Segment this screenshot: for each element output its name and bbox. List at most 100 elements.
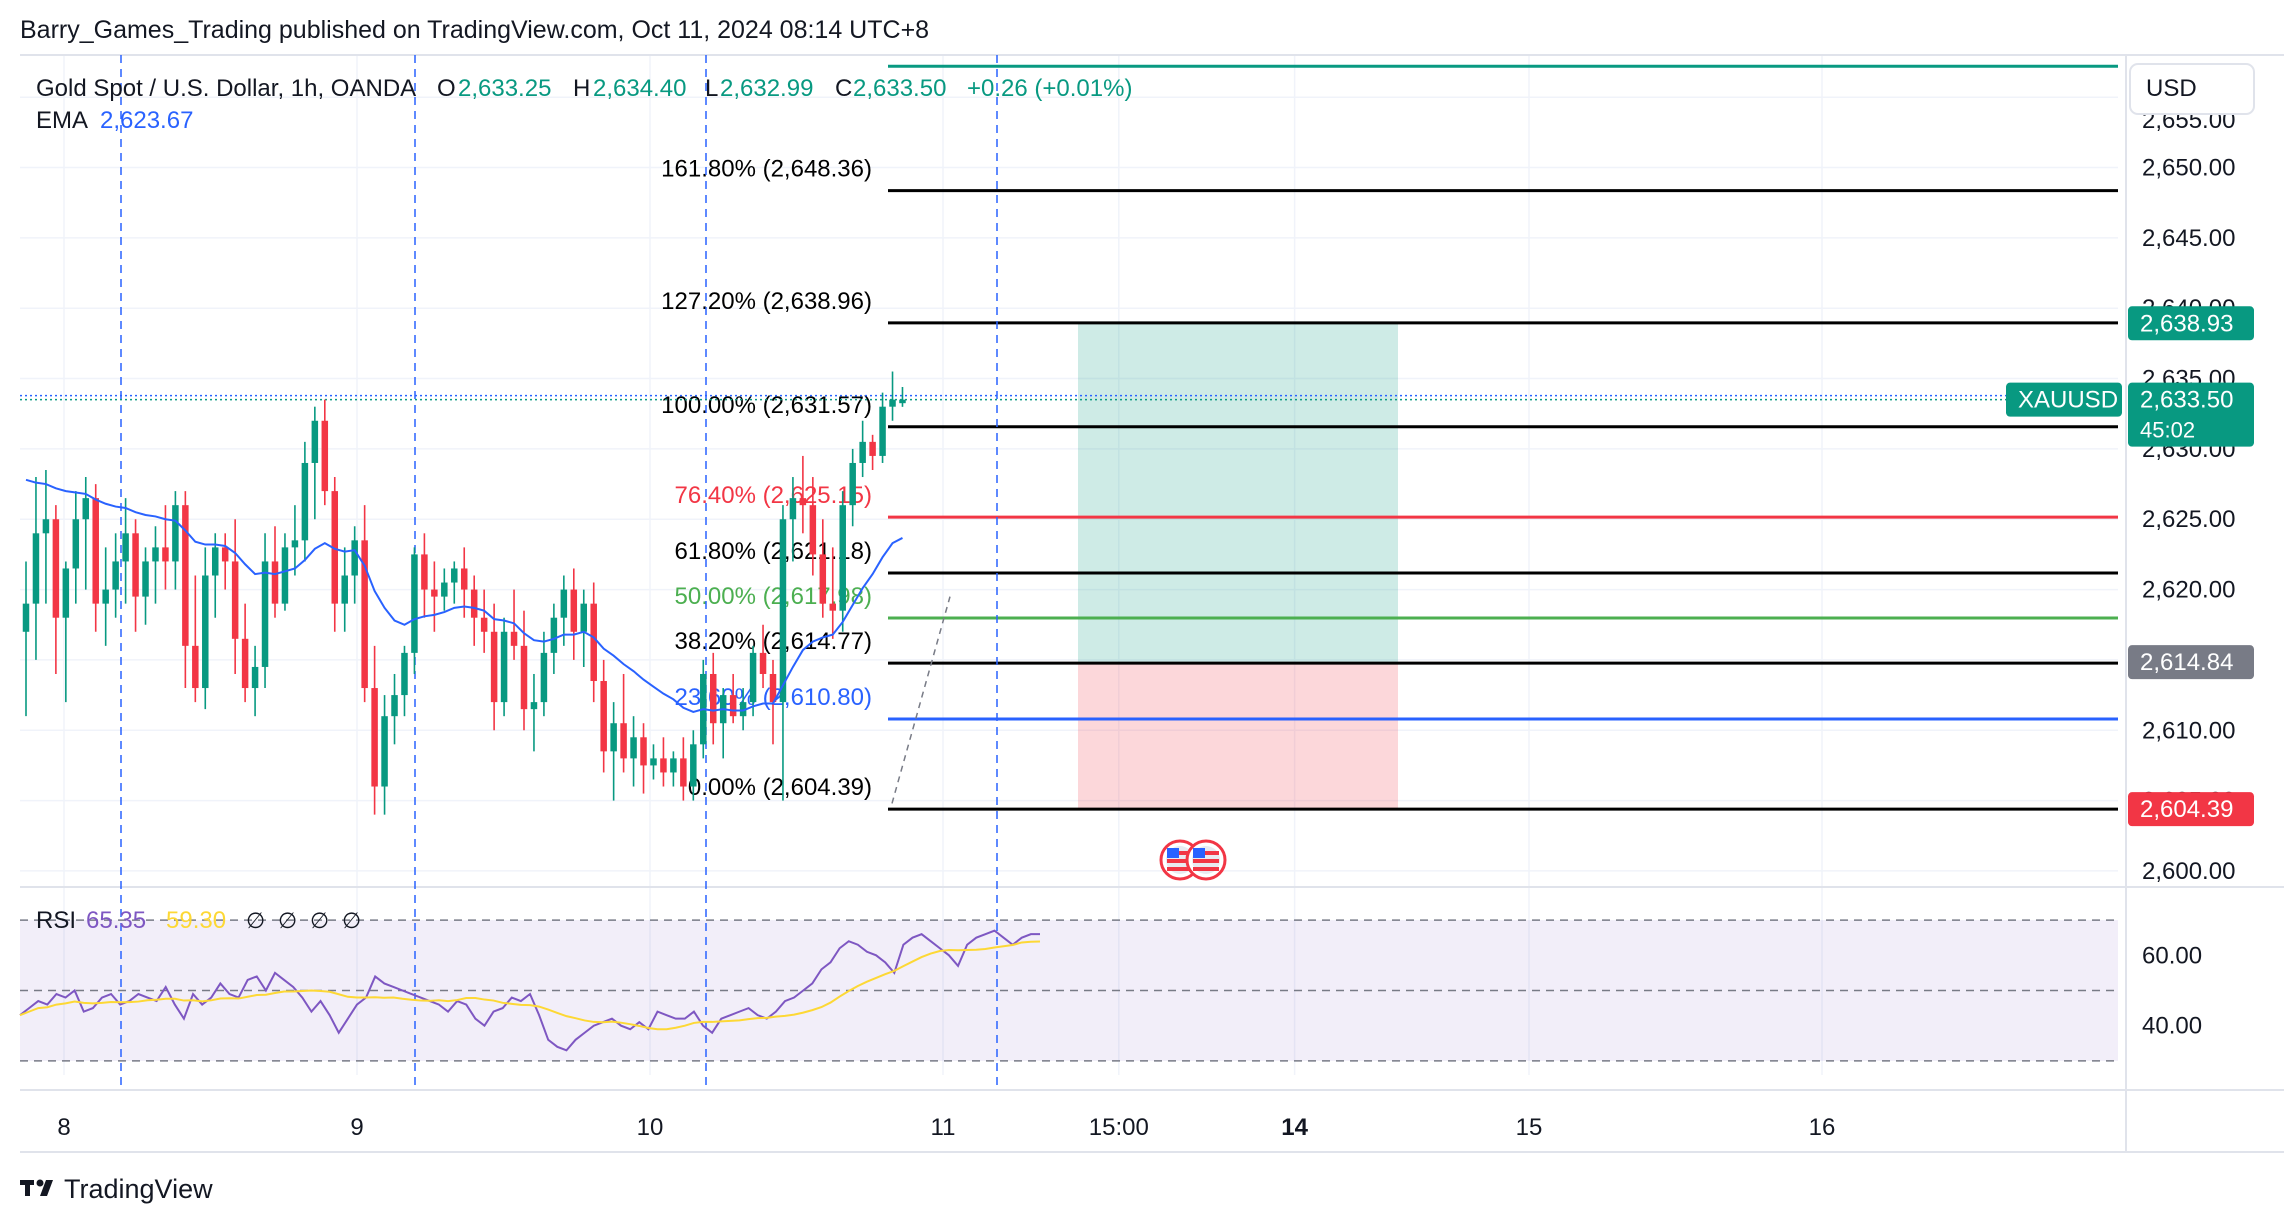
time-tick-label: 10 — [637, 1114, 664, 1141]
candle-body — [321, 420, 329, 492]
candle-body — [779, 519, 787, 703]
stop-price-label[interactable]: 2,604.39 — [2140, 796, 2233, 823]
profit-zone[interactable] — [1078, 323, 1398, 663]
fib-level-label: 127.20% (2,638.96) — [661, 288, 872, 315]
fib-level-label: 50.00% (2,617.98) — [675, 583, 872, 610]
loss-zone[interactable] — [1078, 662, 1398, 810]
tradingview-logo-icon[interactable] — [20, 1179, 53, 1197]
rsi-ma-value: 59.30 — [166, 907, 226, 934]
fib-level-label: 0.00% (2,604.39) — [688, 774, 872, 801]
bar-countdown: 45:02 — [2140, 418, 2195, 443]
candle-body — [381, 716, 388, 787]
candle-body — [441, 582, 448, 597]
candle-body — [640, 737, 647, 766]
low-label: L — [705, 75, 718, 102]
target-price-label-bg[interactable] — [2128, 306, 2254, 341]
fib-level-label: 76.40% (2,625.15) — [675, 482, 872, 509]
rsi-background — [20, 919, 2118, 1062]
low-value: 2,632.99 — [720, 75, 813, 102]
candle-body — [879, 406, 886, 456]
fibonacci-extension-tool[interactable]: 161.80% (2,648.36)127.20% (2,638.96)100.… — [661, 64, 2118, 811]
candle-body — [102, 589, 109, 604]
open-label: O — [437, 75, 456, 102]
candle-body — [739, 702, 747, 717]
rsi-lines — [19, 929, 1041, 1052]
last-price-label[interactable]: 2,633.50 — [2140, 387, 2233, 414]
candle-body — [809, 505, 817, 555]
price-tick-label: 2,625.00 — [2142, 506, 2235, 533]
candle-body — [560, 589, 568, 618]
candle-body — [221, 547, 229, 562]
rsi-ma-polyline — [19, 940, 1041, 1031]
tradingview-brand[interactable]: TradingView — [64, 1174, 213, 1204]
time-tick-label: 14 — [1281, 1114, 1308, 1141]
candle-body — [62, 568, 70, 618]
candle-body — [799, 498, 807, 506]
candle-body — [301, 462, 309, 541]
time-tick-label: 15 — [1516, 1114, 1543, 1141]
fib-level-label: 38.20% (2,614.77) — [675, 628, 872, 655]
candle-body — [680, 758, 687, 787]
ema-line — [25, 478, 903, 714]
candle-body — [670, 758, 677, 773]
candle-body — [540, 652, 548, 703]
rsi-polyline — [19, 929, 1040, 1052]
symbol-tag-bg[interactable] — [2006, 382, 2122, 417]
fib-level-label: 61.80% (2,621.18) — [675, 538, 872, 565]
candle-body — [182, 505, 189, 646]
candle-body — [889, 399, 896, 407]
rsi-extra-1: ∅ — [246, 908, 265, 933]
candle-body — [42, 519, 50, 534]
time-tick-label: 16 — [1809, 1114, 1836, 1141]
candle-body — [231, 561, 239, 639]
fib-trend-line[interactable] — [891, 596, 951, 804]
target-price-label[interactable]: 2,638.93 — [2140, 310, 2233, 337]
candle-body — [859, 441, 866, 463]
stop-price-label-bg[interactable] — [2128, 792, 2254, 827]
high-value: 2,634.40 — [593, 75, 686, 102]
candle-body — [391, 695, 398, 717]
candle-body — [899, 399, 906, 404]
ema-label[interactable]: EMA — [36, 107, 88, 134]
currency-button-label: USD — [2146, 75, 2197, 102]
time-tick-label: 11 — [931, 1114, 956, 1141]
candle-body — [819, 554, 827, 604]
close-value: 2,633.50 — [853, 75, 946, 102]
candle-body — [789, 498, 797, 520]
candle-body — [421, 554, 428, 590]
symbol-tag[interactable]: XAUUSD — [2018, 387, 2118, 414]
candle-body — [32, 533, 40, 604]
time-tick-label: 8 — [57, 1114, 70, 1141]
candle-body — [82, 498, 90, 520]
candle-body — [470, 589, 478, 618]
candle-body — [590, 603, 597, 682]
candle-body — [311, 420, 319, 463]
rsi-label[interactable]: RSI — [36, 907, 76, 934]
rsi-tick-label: 40.00 — [2142, 1013, 2202, 1040]
candle-body — [620, 723, 627, 759]
price-axis[interactable]: 2,650.002,645.002,640.002,635.002,630.00… — [2006, 107, 2254, 1040]
candle-body — [281, 547, 289, 604]
entry-price-label-bg[interactable] — [2128, 645, 2254, 680]
candle-body — [500, 631, 508, 703]
time-axis[interactable]: 8 9 10 11 15:00 14 15 16 — [57, 1114, 1835, 1141]
symbol-title[interactable]: Gold Spot / U.S. Dollar, 1h, OANDA — [36, 75, 416, 102]
candle-body — [211, 547, 219, 576]
time-tick-label: 15:00 — [1089, 1114, 1149, 1141]
last-price-tag-bg[interactable] — [2128, 382, 2254, 447]
entry-price-label[interactable]: 2,614.84 — [2140, 649, 2233, 676]
candle-body — [112, 561, 119, 590]
candle-body — [92, 498, 99, 604]
currency-button[interactable]: USD — [2129, 63, 2255, 115]
candle-body — [122, 533, 129, 562]
candle-body — [52, 519, 60, 618]
candle-body — [22, 603, 30, 632]
candle-body — [630, 737, 637, 759]
candle-body — [510, 631, 518, 646]
us-flag-event-icon[interactable] — [1185, 839, 1227, 881]
candle-body — [600, 681, 607, 752]
candle-body — [550, 617, 558, 653]
long-position-tool[interactable] — [1078, 323, 1398, 810]
rsi-extra-4: ∅ — [342, 908, 361, 933]
